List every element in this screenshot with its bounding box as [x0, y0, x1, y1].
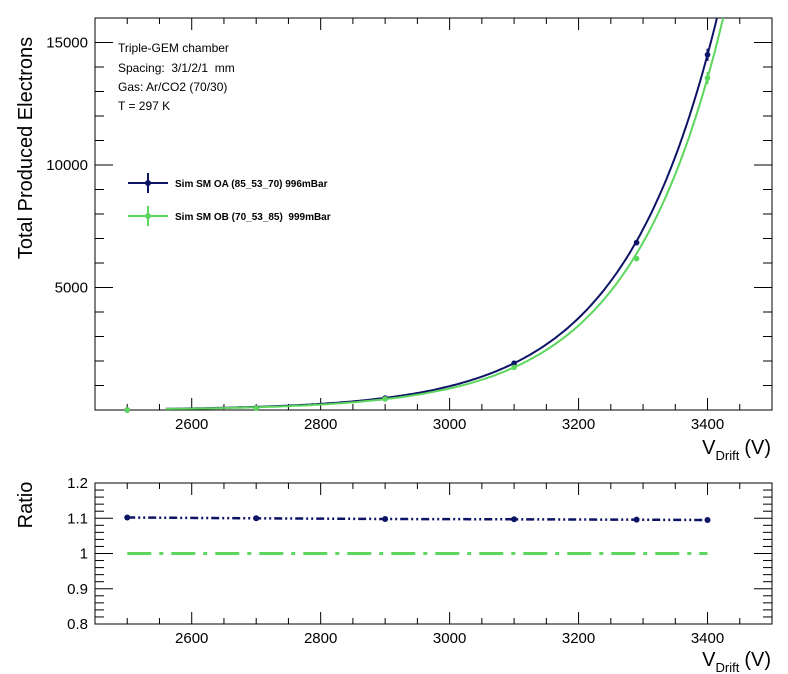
legend-ob-marker	[145, 213, 151, 219]
legend-ob-label: Sim SM OB (70_53_85) 999mBar	[175, 212, 331, 223]
data-point-oa	[511, 360, 517, 367]
data-point-oa	[704, 51, 711, 58]
y-tick-label: 15000	[46, 35, 88, 52]
data-point-ob	[382, 396, 388, 402]
main-plot-points	[124, 48, 711, 413]
annotation-chamber: Triple-GEM chamber	[118, 41, 229, 55]
ratio-plot-ticks: 2600 2800 3000 3200 3400 0.8 0.9 1 1.1 1.2	[67, 475, 773, 647]
x-tick-label: 2800	[304, 416, 337, 433]
y-tick-label: 1	[80, 546, 88, 563]
ratio-plot-lines	[124, 514, 711, 555]
x-tick-label: 3400	[691, 416, 724, 433]
y-tick-label: 0.9	[67, 581, 88, 598]
data-point-ob	[704, 75, 711, 81]
legend: Sim SM OA (85_53_70) 996mBar Sim SM OB (…	[128, 173, 331, 226]
y-tick-label: 10000	[46, 157, 88, 174]
y-tick-label: 1.2	[67, 475, 88, 492]
annotation-spacing: Spacing: 3/1/2/1 mm	[118, 61, 235, 75]
data-point-ob	[124, 407, 131, 413]
data-point-ob	[511, 364, 517, 371]
x-tick-label: 3200	[562, 630, 595, 647]
x-tick-label: 2800	[304, 630, 337, 647]
annotation-block: Triple-GEM chamber Spacing: 3/1/2/1 mm G…	[118, 41, 235, 113]
x-tick-label: 3200	[562, 416, 595, 433]
ratio-point	[382, 515, 389, 522]
y-tick-label: 1.1	[67, 510, 88, 527]
main-y-axis-label: Total Produced Electrons	[15, 37, 37, 259]
data-point-ob	[253, 405, 259, 412]
ratio-point	[253, 515, 260, 522]
x-tick-label: 3000	[433, 630, 466, 647]
x-tick-label: 2600	[175, 630, 208, 647]
x-tick-label: 3000	[433, 416, 466, 433]
ratio-point	[511, 516, 518, 523]
main-plot-panel: 2600 2800 3000 3200 3400 5000 10000 15000 Total…	[15, 17, 773, 463]
data-point-ob	[633, 255, 640, 262]
main-plot-ticks: 2600 2800 3000 3200 3400 5000 10000 15000	[46, 17, 773, 433]
x-tick-label: 2600	[175, 416, 208, 433]
y-tick-label: 0.8	[67, 616, 88, 633]
main-x-axis-label: VDrift (V)	[702, 437, 771, 463]
ratio-y-axis-label: Ratio	[15, 482, 37, 529]
legend-entry-oa: Sim SM OA (85_53_70) 996mBar	[128, 173, 328, 193]
ratio-point	[704, 517, 711, 524]
ratio-x-axis-label: VDrift (V)	[702, 649, 771, 674]
legend-oa-label: Sim SM OA (85_53_70) 996mBar	[175, 179, 328, 190]
data-point-oa	[633, 239, 640, 246]
ratio-line	[127, 516, 708, 522]
annotation-temperature: T = 297 K	[118, 99, 170, 113]
ratio-point	[633, 516, 640, 523]
fit-curve-ob	[165, 17, 725, 410]
ratio-point	[124, 514, 131, 521]
annotation-gas: Gas: Ar/CO2 (70/30)	[118, 80, 227, 94]
legend-entry-ob: Sim SM OB (70_53_85) 999mBar	[128, 206, 331, 226]
legend-oa-marker	[145, 180, 151, 186]
y-tick-label: 5000	[55, 280, 88, 297]
x-tick-label: 3400	[691, 630, 724, 647]
